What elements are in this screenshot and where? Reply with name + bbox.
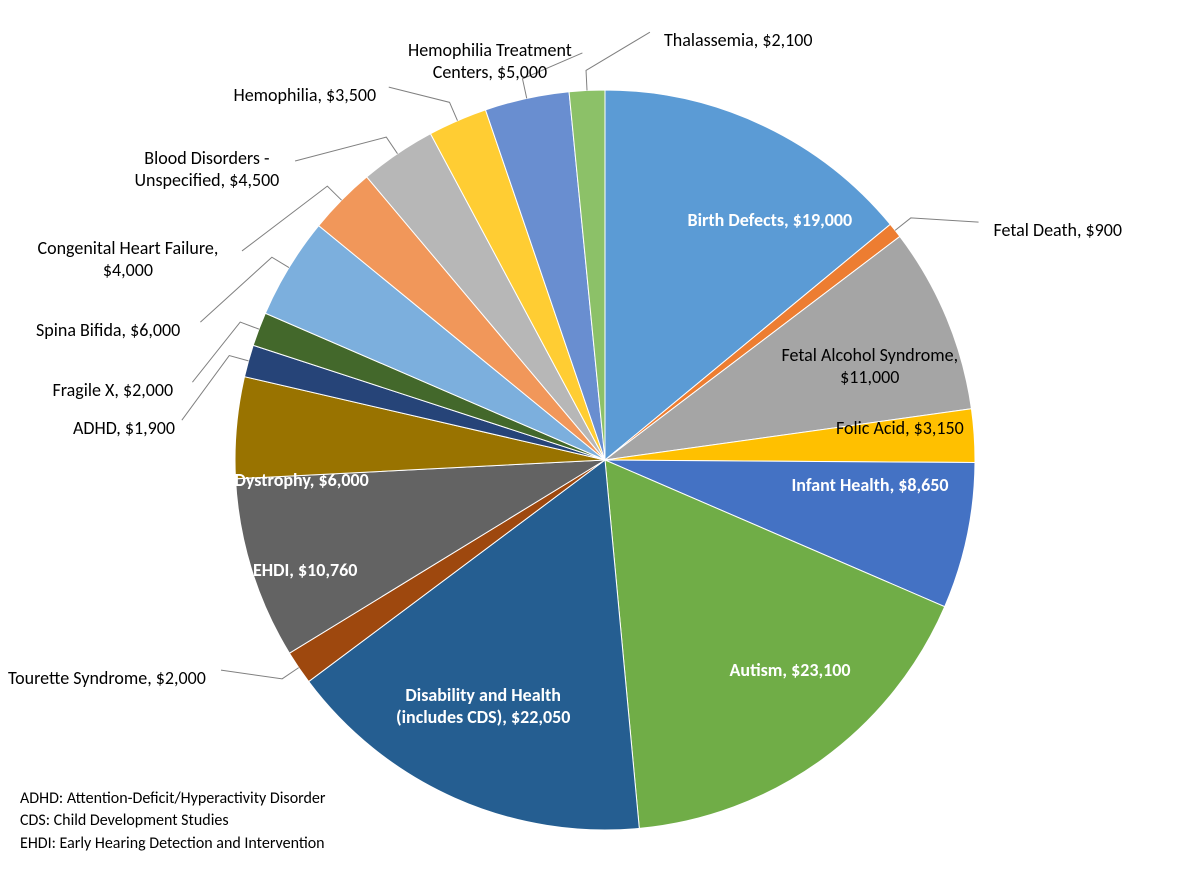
slice-label: Fragile X, $2,000 — [53, 380, 174, 402]
footnotes: ADHD: Attention-Deficit/Hyperactivity Di… — [20, 788, 325, 855]
slice-label: Hemophilia Treatment Centers, $5,000 — [408, 40, 572, 83]
footnote-line: CDS: Child Development Studies — [20, 810, 325, 832]
slice-label: Spina Bifida, $6,000 — [36, 320, 180, 342]
leader-line — [295, 137, 397, 161]
slice-label: Disability and Health (includes CDS), $2… — [396, 685, 570, 728]
slice-label: Fetal Death, $900 — [994, 220, 1123, 242]
slice-label: Autism, $23,100 — [730, 660, 851, 682]
leader-line — [586, 32, 650, 90]
pie-chart-svg — [0, 0, 1185, 895]
slice-label: Congenital Heart Failure, $4,000 — [38, 238, 219, 281]
leader-line — [221, 668, 299, 679]
slice-label: Tourette Syndrome, $2,000 — [8, 668, 206, 690]
slice-label: Hemophilia, $3,500 — [234, 85, 377, 107]
slice-label: Folic Acid, $3,150 — [836, 418, 964, 440]
slice-label: Blood Disorders - Unspecified, $4,500 — [135, 148, 280, 191]
pie-chart-container: Birth Defects, $19,000 Fetal Death, $900 F… — [0, 0, 1185, 895]
slice-label: Birth Defects, $19,000 — [688, 210, 853, 232]
slice-label: Infant Health, $8,650 — [792, 475, 949, 497]
leader-line — [389, 87, 458, 121]
slice-label: EHDI, $10,760 — [253, 560, 357, 582]
slice-label: Muscular Dystrophy, $6,000 — [161, 470, 369, 492]
slice-label: ADHD, $1,900 — [73, 418, 175, 440]
slice-label: Thalassemia, $2,100 — [664, 30, 812, 52]
footnote-line: ADHD: Attention-Deficit/Hyperactivity Di… — [20, 788, 325, 810]
footnote-line: EHDI: Early Hearing Detection and Interv… — [20, 833, 325, 855]
slice-label: Fetal Alcohol Syndrome, $11,000 — [782, 345, 959, 388]
leader-line — [895, 218, 978, 230]
